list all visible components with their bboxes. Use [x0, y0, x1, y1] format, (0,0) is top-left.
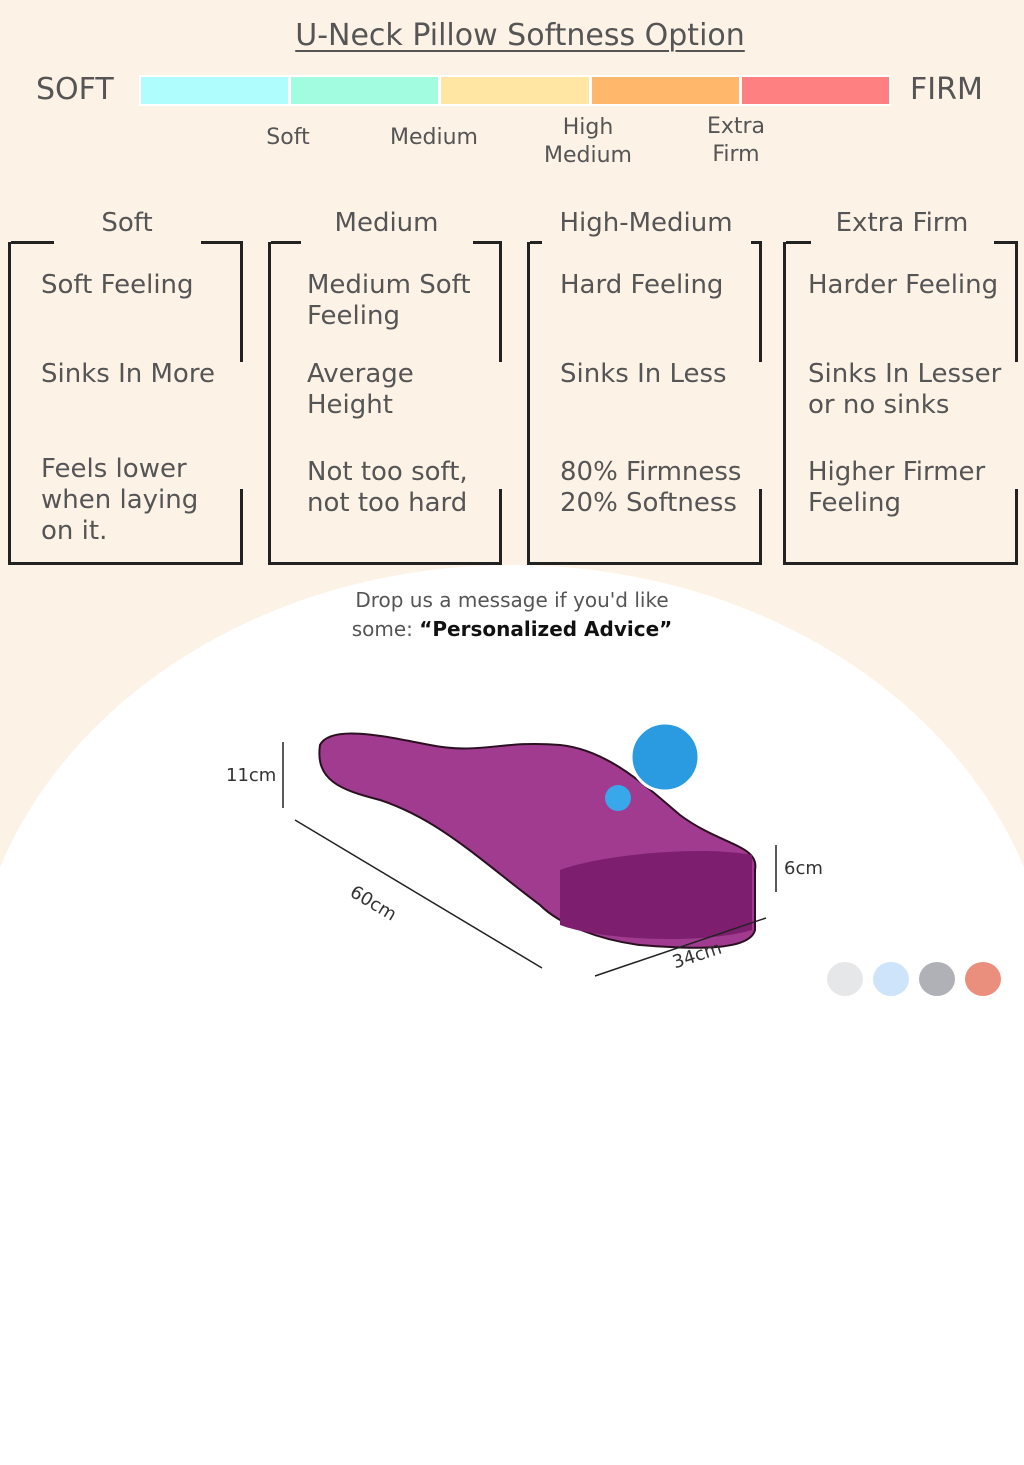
color-option-swatch[interactable] — [965, 962, 1001, 996]
color-option-swatch[interactable] — [919, 962, 955, 996]
message-line: Drop us a message if you'd like — [355, 588, 669, 612]
card-medium: Medium Medium Soft Feeling Average Height… — [268, 208, 502, 565]
scale-segment — [441, 77, 589, 104]
pillow-image — [282, 721, 777, 977]
card-feature: Hard Feeling — [560, 270, 724, 300]
scale-segment — [741, 77, 890, 104]
scale-segment — [291, 77, 439, 104]
edge-dimension: 6cm — [784, 858, 823, 879]
message-prefix: some: — [351, 617, 420, 641]
height-dimension: 11cm — [226, 765, 277, 786]
soft-label: SOFT — [36, 72, 114, 107]
color-option-swatch[interactable] — [827, 962, 863, 996]
card-feature: Feels lower when laying on it. — [41, 454, 199, 546]
card-feature: Average Height — [307, 359, 414, 420]
firm-label: FIRM — [910, 72, 983, 107]
level-label: Medium — [390, 125, 478, 150]
card-feature: Sinks In More — [41, 359, 215, 389]
card-feature: Sinks In Lesser or no sinks — [808, 359, 1002, 420]
scale-segment — [591, 77, 739, 104]
card-feature: 80% Firmness 20% Softness — [560, 457, 742, 518]
card-high-medium: High-Medium Hard Feeling Sinks In Less 80%… — [527, 208, 762, 565]
personalized-advice-link[interactable]: “Personalized Advice” — [419, 617, 673, 641]
card-feature: Sinks In Less — [560, 359, 727, 389]
level-label: High Medium — [544, 115, 632, 168]
color-option-swatch[interactable] — [873, 962, 909, 996]
advice-message: Drop us a message if you'd like some: “P… — [0, 586, 1024, 644]
card-title: Medium — [334, 208, 439, 238]
card-title: Extra Firm — [835, 208, 969, 238]
page-title: U-Neck Pillow Softness Option — [295, 18, 745, 53]
card-soft: Soft Soft Feeling Sinks In More Feels lowe… — [8, 208, 243, 565]
card-feature: Harder Feeling — [808, 270, 999, 300]
card-feature: Medium Soft Feeling — [307, 270, 471, 331]
card-feature: Soft Feeling — [41, 270, 194, 300]
level-label: Soft — [266, 125, 310, 150]
card-feature: Higher Firmer Feeling — [808, 457, 986, 518]
card-feature: Not too soft, not too hard — [307, 457, 468, 518]
scale-segment — [141, 77, 289, 104]
card-title: High-Medium — [559, 208, 733, 238]
card-title: Soft — [101, 208, 153, 238]
card-extra-firm: Extra Firm Harder Feeling Sinks In Lesser… — [783, 208, 1018, 565]
level-label: Extra Firm — [706, 114, 766, 167]
softness-scale-bar — [139, 75, 891, 106]
